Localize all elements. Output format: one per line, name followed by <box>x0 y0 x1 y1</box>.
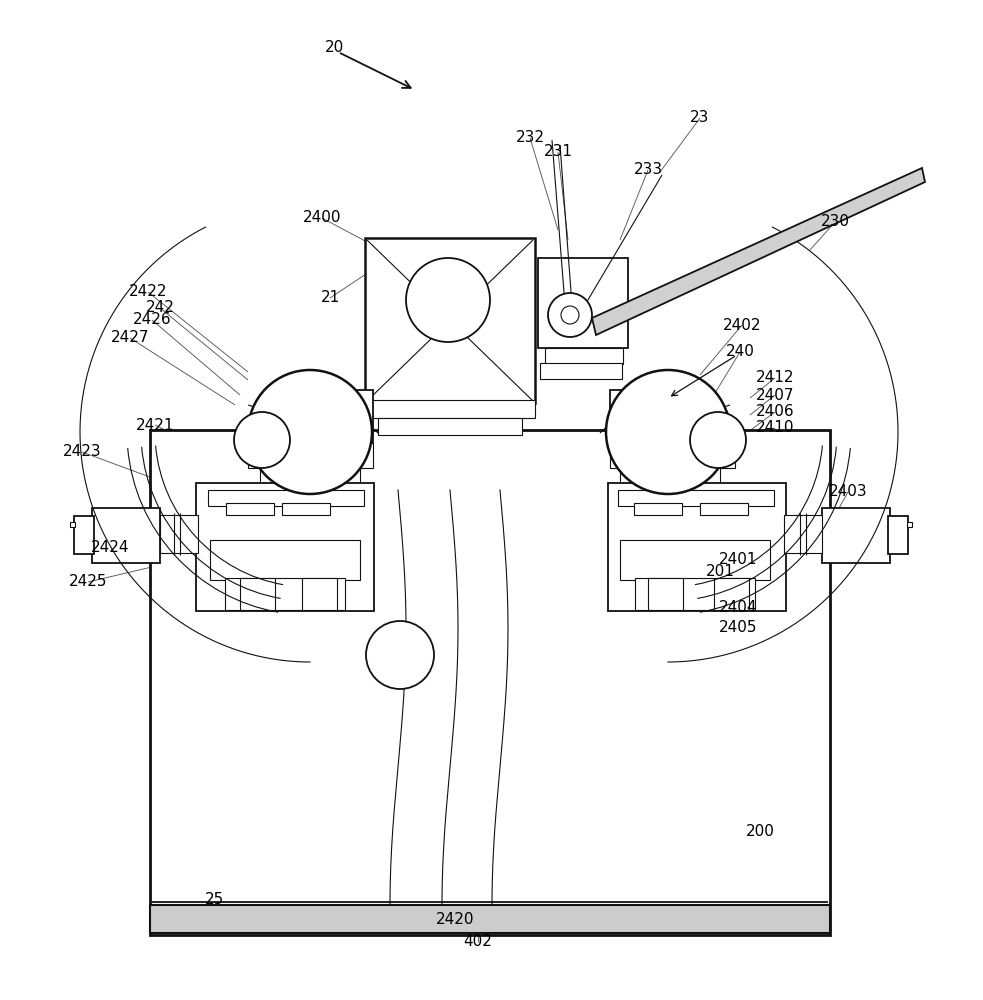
Text: 2404: 2404 <box>719 600 757 615</box>
Circle shape <box>606 370 730 494</box>
Text: 2425: 2425 <box>69 574 107 589</box>
Bar <box>540 363 622 379</box>
Bar <box>160 515 198 553</box>
Text: 23: 23 <box>690 110 710 125</box>
Text: 2407: 2407 <box>756 387 794 402</box>
Polygon shape <box>592 168 925 335</box>
Bar <box>634 503 682 515</box>
Bar <box>225 578 345 610</box>
Bar <box>784 515 822 553</box>
Bar <box>620 467 720 483</box>
Text: 2423: 2423 <box>63 444 101 460</box>
Text: 2405: 2405 <box>719 620 757 636</box>
Bar <box>618 490 774 506</box>
Text: 2421: 2421 <box>136 418 174 432</box>
Bar <box>608 483 786 611</box>
Bar <box>700 503 748 515</box>
Text: 2424: 2424 <box>90 540 129 556</box>
Bar <box>150 905 830 933</box>
Text: 2400: 2400 <box>303 211 341 226</box>
Text: 2426: 2426 <box>133 312 171 328</box>
Bar <box>620 540 770 580</box>
Text: 20: 20 <box>325 40 345 55</box>
Circle shape <box>561 306 579 324</box>
Text: 2427: 2427 <box>111 330 149 346</box>
Bar <box>714 578 749 610</box>
Bar <box>208 490 364 506</box>
Text: 240: 240 <box>725 344 754 360</box>
Bar <box>302 578 337 610</box>
Text: 242: 242 <box>145 300 174 316</box>
Text: 2410: 2410 <box>756 420 794 436</box>
Text: 2406: 2406 <box>756 404 794 420</box>
Bar <box>907 522 912 527</box>
Circle shape <box>366 621 434 689</box>
Text: 2402: 2402 <box>723 318 761 332</box>
Bar <box>822 508 890 563</box>
Bar <box>92 508 160 563</box>
Bar <box>74 516 94 554</box>
Text: 2412: 2412 <box>756 370 794 385</box>
Text: 21: 21 <box>320 290 339 306</box>
Bar <box>210 540 360 580</box>
Circle shape <box>248 370 372 494</box>
Text: 2403: 2403 <box>829 485 867 499</box>
Text: 200: 200 <box>745 824 775 840</box>
Text: 2401: 2401 <box>719 552 757 568</box>
Bar <box>378 418 522 435</box>
Text: 402: 402 <box>464 934 492 950</box>
Bar <box>365 400 535 418</box>
Text: 231: 231 <box>544 144 572 159</box>
Text: 2420: 2420 <box>435 912 474 928</box>
Bar <box>248 443 373 468</box>
Text: 2422: 2422 <box>129 284 167 300</box>
Circle shape <box>690 412 746 468</box>
Bar <box>635 578 755 610</box>
Circle shape <box>548 293 592 337</box>
Text: 232: 232 <box>515 130 545 145</box>
Text: 201: 201 <box>706 564 734 580</box>
Text: 25: 25 <box>205 892 225 908</box>
Bar <box>545 348 623 364</box>
Bar <box>282 503 330 515</box>
Bar <box>196 483 374 611</box>
Text: 230: 230 <box>821 215 849 230</box>
Circle shape <box>406 258 490 342</box>
Bar <box>283 390 373 445</box>
Bar <box>610 443 735 468</box>
Bar <box>260 467 360 483</box>
Bar <box>610 390 700 445</box>
Bar <box>70 522 75 527</box>
Circle shape <box>234 412 290 468</box>
Text: 233: 233 <box>633 162 663 178</box>
Bar <box>365 238 535 403</box>
Bar <box>538 258 628 348</box>
Bar <box>240 578 275 610</box>
Bar <box>648 578 683 610</box>
Bar <box>888 516 908 554</box>
Bar <box>150 430 830 935</box>
Bar <box>226 503 274 515</box>
